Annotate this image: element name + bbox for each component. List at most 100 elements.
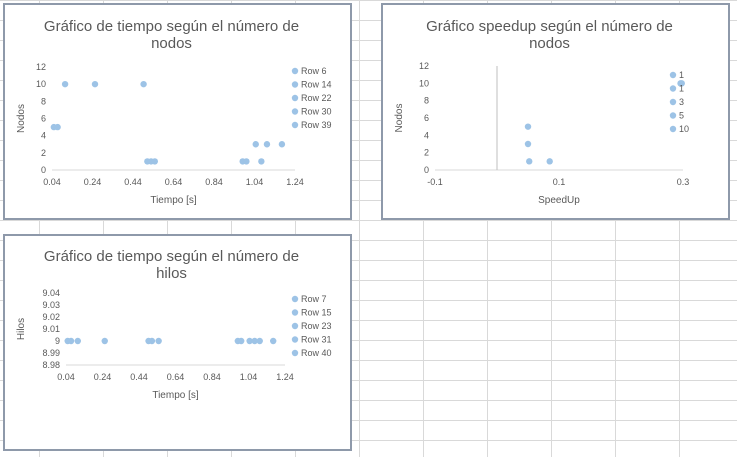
legend-marker	[669, 112, 677, 119]
data-point[interactable]	[258, 158, 265, 165]
x-tick-label: 0.3	[677, 177, 690, 187]
data-point[interactable]	[678, 80, 685, 87]
legend-marker	[291, 94, 299, 102]
legend-label: Row 15	[301, 308, 332, 318]
data-point[interactable]	[256, 337, 263, 345]
x-tick-label: 0.44	[130, 372, 148, 382]
data-point[interactable]	[252, 141, 259, 148]
y-tick-label: 8.99	[42, 348, 60, 358]
y-tick-label: 0	[424, 165, 429, 175]
x-tick-label: 0.1	[553, 177, 566, 187]
legend-label: Row 31	[301, 335, 332, 345]
y-tick-label: 8	[424, 96, 429, 106]
legend-label: Row 22	[301, 93, 332, 103]
data-point[interactable]	[243, 158, 250, 165]
y-tick-label: 12	[36, 62, 46, 72]
data-point[interactable]	[246, 337, 253, 345]
data-point[interactable]	[270, 337, 277, 345]
x-tick-label: 0.24	[94, 372, 112, 382]
y-tick-label: 8	[41, 96, 46, 106]
chart-title: Gráfico de tiempo según el número de	[44, 18, 299, 35]
legend-label: Row 39	[301, 120, 332, 130]
chart-tiempo-nodos[interactable]: Gráfico de tiempo según el número de nodo…	[3, 3, 352, 220]
legend-marker	[291, 322, 299, 330]
legend-marker	[291, 108, 299, 115]
x-tick-label: 0.04	[43, 177, 61, 187]
data-point[interactable]	[263, 141, 271, 148]
data-point[interactable]	[155, 337, 162, 345]
data-point[interactable]	[101, 337, 108, 345]
x-tick-label: -0.1	[427, 177, 443, 187]
legend-marker	[291, 81, 299, 88]
legend-marker	[291, 121, 299, 129]
legend-label: Row 23	[301, 321, 332, 331]
y-tick-label: 2	[41, 148, 46, 158]
x-tick-label: 1.04	[246, 177, 264, 187]
x-tick-label: 0.04	[57, 372, 75, 382]
y-axis-title: Nodos	[394, 104, 405, 133]
y-tick-label: 6	[424, 113, 429, 123]
y-tick-label: 8.98	[42, 360, 60, 370]
data-point[interactable]	[251, 337, 258, 345]
y-tick-label: 9	[55, 336, 60, 346]
chart-tiempo-hilos[interactable]: Gráfico de tiempo según el número de hilo…	[3, 234, 352, 451]
data-point[interactable]	[524, 123, 532, 130]
data-point[interactable]	[526, 158, 533, 165]
x-axis-title: Tiempo [s]	[152, 390, 199, 401]
data-point[interactable]	[54, 123, 61, 131]
chart-title: hilos	[156, 265, 187, 282]
y-tick-label: 2	[424, 148, 429, 158]
legend-label: 1	[679, 84, 684, 94]
data-point[interactable]	[546, 158, 553, 165]
data-point[interactable]	[140, 80, 147, 88]
legend-label: Row 14	[301, 80, 332, 90]
data-point[interactable]	[278, 141, 286, 148]
legend-marker	[291, 336, 299, 343]
data-point[interactable]	[238, 337, 245, 345]
data-point[interactable]	[74, 337, 81, 345]
data-point[interactable]	[61, 80, 69, 88]
legend-label: Row 30	[301, 107, 332, 117]
data-point[interactable]	[67, 337, 75, 345]
legend-marker	[291, 295, 299, 303]
chart-title: nodos	[529, 35, 570, 52]
y-tick-label: 0	[41, 165, 46, 175]
chart-svg: Gráfico de tiempo según el número dehilo…	[16, 248, 332, 401]
chart-title: Gráfico de tiempo según el número de	[44, 248, 299, 265]
y-tick-label: 4	[41, 131, 46, 141]
x-tick-label: 1.24	[276, 372, 294, 382]
x-tick-label: 1.24	[286, 177, 304, 187]
legend-label: 1	[679, 70, 684, 80]
legend-label: Row 6	[301, 66, 327, 76]
y-tick-label: 10	[419, 78, 429, 88]
y-tick-label: 6	[41, 114, 46, 124]
data-point[interactable]	[91, 80, 99, 88]
legend-marker	[669, 71, 677, 79]
legend-marker	[669, 125, 677, 133]
y-tick-label: 10	[36, 79, 46, 89]
y-axis-title: Nodos	[16, 104, 27, 133]
x-axis-title: SpeedUp	[538, 195, 580, 206]
legend-label: 3	[679, 97, 684, 107]
legend-label: Row 40	[301, 348, 332, 358]
chart-speedup-nodos[interactable]: Gráfico speedup según el número de nodos 0…	[381, 3, 730, 220]
data-point[interactable]	[524, 140, 532, 148]
legend-marker	[291, 309, 299, 316]
x-axis-title: Tiempo [s]	[150, 195, 197, 206]
x-tick-label: 0.44	[124, 177, 142, 187]
data-point[interactable]	[151, 158, 159, 165]
legend-marker	[291, 67, 299, 75]
data-point[interactable]	[148, 337, 156, 345]
y-tick-label: 9.01	[42, 324, 60, 334]
x-tick-label: 0.24	[84, 177, 102, 187]
x-tick-label: 0.64	[167, 372, 185, 382]
y-tick-label: 9.03	[42, 300, 60, 310]
chart-title: Gráfico speedup según el número de	[426, 18, 673, 35]
legend-label: 5	[679, 111, 684, 121]
legend-label: 10	[679, 124, 689, 134]
x-tick-label: 0.64	[165, 177, 183, 187]
y-tick-label: 9.04	[42, 288, 60, 298]
chart-svg: Gráfico de tiempo según el número denodo…	[16, 18, 332, 206]
y-tick-label: 9.02	[42, 312, 60, 322]
